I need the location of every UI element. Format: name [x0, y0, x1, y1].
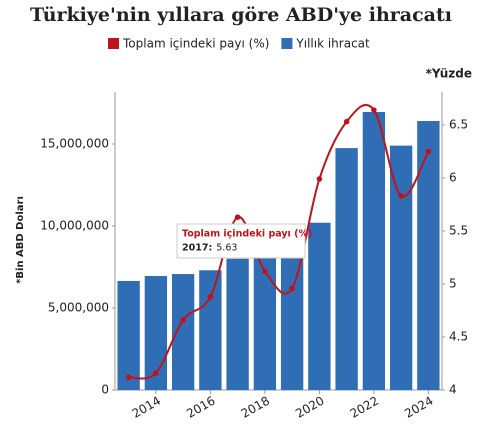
x-tick-label: 2016 [184, 394, 217, 421]
legend-swatch [108, 38, 119, 49]
y2-tick-label: 4.5 [449, 329, 468, 343]
x-tick-label: 2020 [293, 394, 326, 421]
bar [389, 145, 413, 390]
y2-tick-label: 6.5 [449, 117, 468, 131]
y2-tick-label: 5 [449, 276, 457, 290]
point [180, 317, 186, 323]
bar [199, 270, 222, 390]
y-tick-label: 0 [101, 383, 109, 397]
bar [171, 274, 195, 390]
point [153, 370, 159, 376]
bar [308, 222, 331, 390]
bar [417, 121, 440, 390]
x-tick-label: 2018 [239, 394, 272, 421]
x-tick-label: 2014 [130, 394, 163, 421]
tooltip-category: 2017: [182, 243, 212, 254]
x-tick-label: 2024 [402, 394, 435, 421]
y2-tick-label: 5.5 [449, 223, 468, 237]
point [125, 374, 132, 381]
point [371, 107, 377, 113]
y-tick-label: 5,000,000 [48, 300, 109, 314]
bar [335, 148, 358, 390]
chart-title: Türkiye'nin yıllara göre ABD'ye ihracatı [30, 4, 452, 26]
legend-label: Yıllık ihracat [295, 37, 370, 51]
y2-tick-label: 6 [449, 170, 457, 184]
bar [144, 276, 168, 390]
bar [253, 253, 277, 390]
point [262, 268, 268, 275]
tooltip-value: 5.63 [216, 243, 237, 254]
point [207, 293, 214, 300]
bar [226, 258, 249, 390]
bar [117, 280, 140, 390]
y-tick-label: 10,000,000 [40, 218, 109, 232]
legend-swatch [281, 38, 293, 49]
point [289, 285, 295, 291]
y2-tick-label: 4 [449, 383, 457, 397]
legend-label: Toplam içindeki payı (%) [122, 37, 269, 51]
point [316, 176, 323, 182]
bar [362, 112, 386, 391]
point [234, 214, 241, 220]
x-tick-label: 2022 [348, 394, 381, 421]
bar [280, 242, 304, 390]
point [398, 193, 404, 199]
y2-axis-label: *Yüzde [426, 67, 472, 81]
tooltip-title: Toplam içindeki payı (%) [182, 229, 312, 240]
tooltip-box [176, 223, 306, 259]
point [425, 148, 432, 155]
y-axis-label: *Bin ABD Doları [15, 196, 26, 284]
y-tick-label: 15,000,000 [40, 136, 109, 150]
point [343, 118, 350, 125]
